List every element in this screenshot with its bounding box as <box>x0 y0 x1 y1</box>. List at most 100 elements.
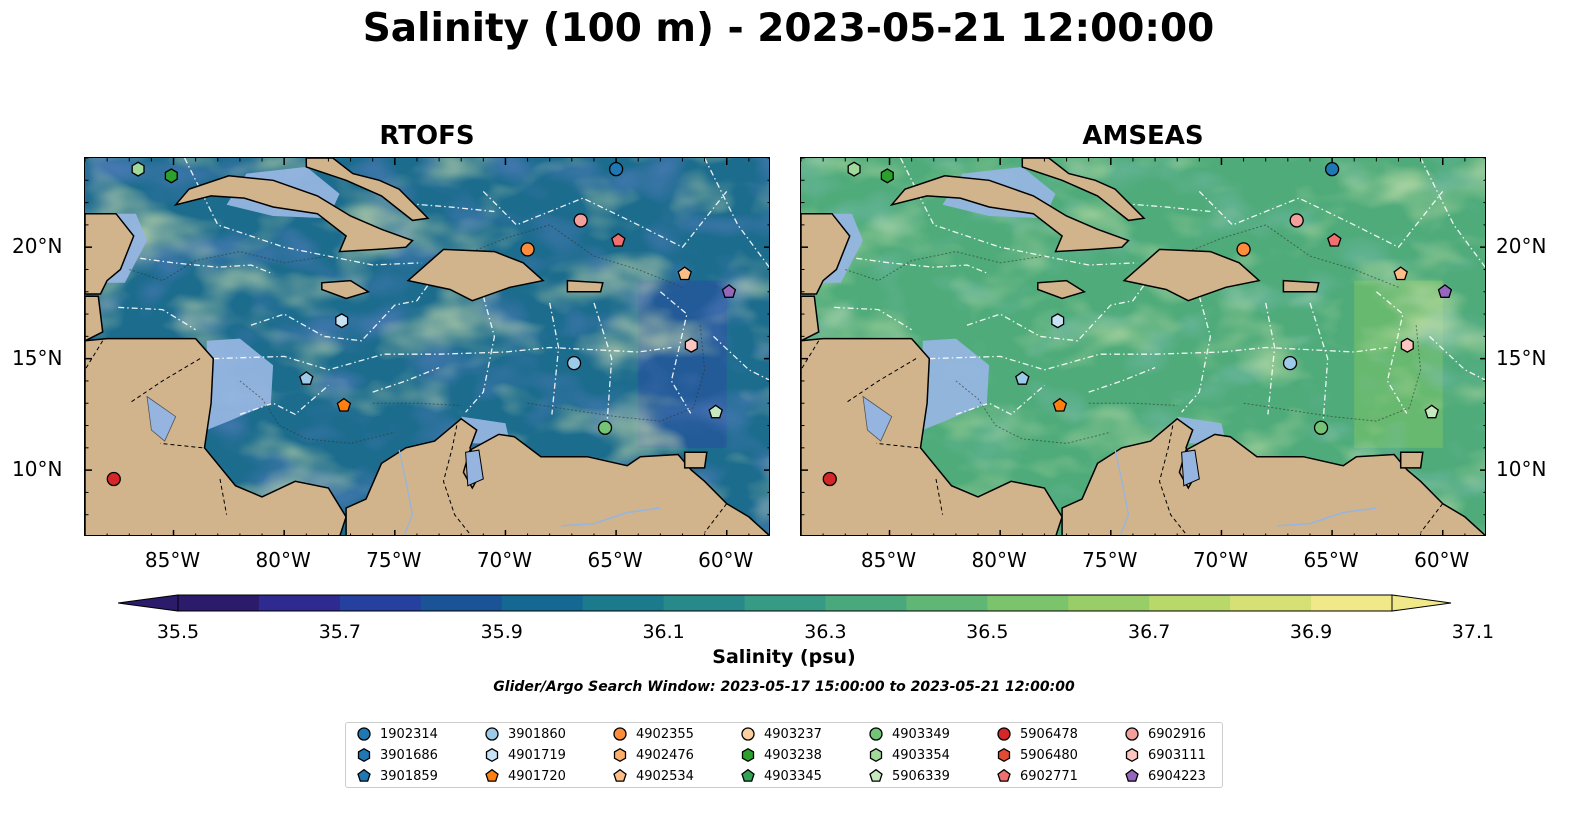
legend-marker-icon <box>613 747 627 763</box>
colorbar-segment <box>1068 595 1150 611</box>
lat-tick-label: 10°N <box>1496 457 1547 482</box>
legend-marker-icon <box>357 768 371 782</box>
colorbar-segment <box>1149 595 1231 611</box>
legend-label: 4903354 <box>892 747 950 763</box>
legend-label: 5906339 <box>892 768 950 784</box>
colorbar-extend-low <box>118 594 179 612</box>
float-marker-6902771 <box>1327 232 1342 247</box>
legend-label: 4901719 <box>508 747 566 763</box>
colorbar-tick-label: 36.3 <box>804 621 847 643</box>
float-legend: 1902314 3901686 3901859 3901860 4901719 49017… <box>345 722 1223 788</box>
legend-marker-icon <box>485 747 499 763</box>
colorbar-extend-high <box>1391 594 1452 612</box>
legend-marker-icon <box>997 727 1011 741</box>
colorbar-tick-label: 35.5 <box>156 621 200 643</box>
legend-marker-icon <box>997 747 1011 763</box>
float-marker-4901720 <box>1052 397 1068 412</box>
legend-entry: 6903111 <box>1124 745 1206 765</box>
legend-label: 6903111 <box>1148 747 1206 763</box>
lon-tick-label: 65°W <box>587 548 643 572</box>
search-window-caption: Glider/Argo Search Window: 2023-05-17 15… <box>493 679 1075 695</box>
legend-marker-icon <box>997 768 1011 782</box>
float-marker-4901720 <box>336 397 352 412</box>
float-marker-6904223 <box>721 284 737 298</box>
colorbar-tick-label: 36.1 <box>642 621 685 643</box>
colorbar-segment <box>825 595 907 611</box>
float-marker-4903349 <box>597 420 613 435</box>
colorbar-segment <box>1230 595 1312 611</box>
float-marker-6904223 <box>1437 284 1453 298</box>
float-marker-5906339 <box>708 404 723 419</box>
legend-entry: 6904223 <box>1124 766 1206 786</box>
float-marker-6902771 <box>611 232 626 247</box>
legend-label: 3901686 <box>380 747 438 763</box>
float-marker-6902916 <box>573 213 588 228</box>
land-hispaniola <box>1122 248 1261 302</box>
colorbar-segment <box>258 595 341 611</box>
colorbar-tick-label: 37.1 <box>1451 621 1495 643</box>
legend-entry: 5906478 <box>996 724 1078 744</box>
rtofs-panel-title: RTOFS <box>379 121 475 151</box>
colorbar-segment <box>339 595 422 611</box>
float-marker-4903354 <box>847 161 861 177</box>
land-cuba <box>173 175 414 253</box>
legend-marker-icon <box>1125 747 1139 763</box>
land-yucatan <box>85 212 135 295</box>
colorbar-tick-label: 35.9 <box>480 621 523 643</box>
legend-marker-icon <box>741 747 755 763</box>
land-trinidad <box>683 451 708 469</box>
lat-tick-label: 15°N <box>12 345 63 370</box>
float-marker-6902916 <box>1289 213 1304 228</box>
lat-tick-label: 20°N <box>12 234 63 259</box>
legend-entry: 4902355 <box>612 724 694 744</box>
legend-marker-icon <box>1125 727 1139 741</box>
float-marker-1902314 <box>1324 161 1340 177</box>
legend-entry: 4903238 <box>740 745 822 765</box>
legend-entry: 6902916 <box>1124 724 1206 744</box>
legend-entry: 4903237 <box>740 724 822 744</box>
colorbar-segment <box>744 595 826 611</box>
colorbar-segment <box>987 595 1069 611</box>
legend-marker-icon <box>613 768 627 782</box>
colorbar-tick-label: 36.5 <box>966 621 1009 643</box>
float-marker-6903111 <box>684 337 698 353</box>
colorbar-segment <box>1311 595 1393 611</box>
float-marker <box>1015 371 1030 385</box>
legend-entry: 4902534 <box>612 766 694 786</box>
colorbar-segment <box>178 595 260 611</box>
legend-label: 5906480 <box>1020 747 1078 763</box>
float-marker <box>299 371 314 385</box>
legend-label: 4901720 <box>508 768 566 784</box>
legend-label: 4902534 <box>636 768 694 784</box>
float-marker-4901719 <box>1051 313 1065 329</box>
legend-entry: 6902771 <box>996 766 1078 786</box>
float-marker-5906478 <box>822 471 837 487</box>
legend-entry: 4903354 <box>868 745 950 765</box>
legend-label: 4903237 <box>764 726 822 742</box>
colorbar-segment <box>501 595 584 611</box>
lat-tick-label: 20°N <box>1496 234 1547 259</box>
legend-marker-icon <box>613 727 627 741</box>
float-marker-4903238 <box>164 168 178 184</box>
lon-tick-label: 80°W <box>971 548 1027 572</box>
float-marker-1902314 <box>608 161 624 177</box>
float-marker-4902355 <box>520 242 535 257</box>
legend-marker-icon <box>869 727 883 741</box>
float-marker-4903238 <box>880 168 894 184</box>
legend-label: 4902476 <box>636 747 694 763</box>
land-bahamas <box>305 158 430 222</box>
legend-label: 3901860 <box>508 726 566 742</box>
land-puerto-rico <box>566 279 604 293</box>
legend-marker-icon <box>741 727 755 741</box>
legend-entry: 3901859 <box>356 766 438 786</box>
colorbar-tick-label: 36.7 <box>1128 621 1171 643</box>
land-yucatan <box>801 212 851 295</box>
legend-label: 6904223 <box>1148 768 1206 784</box>
lon-tick-label: 80°W <box>255 548 311 572</box>
colorbar-segment <box>663 595 746 611</box>
lat-tick-label: 10°N <box>12 457 63 482</box>
float-marker-3901860 <box>1282 355 1298 371</box>
legend-marker-icon <box>869 768 883 782</box>
map-canvas <box>801 158 1485 535</box>
land-hispaniola <box>406 248 545 302</box>
